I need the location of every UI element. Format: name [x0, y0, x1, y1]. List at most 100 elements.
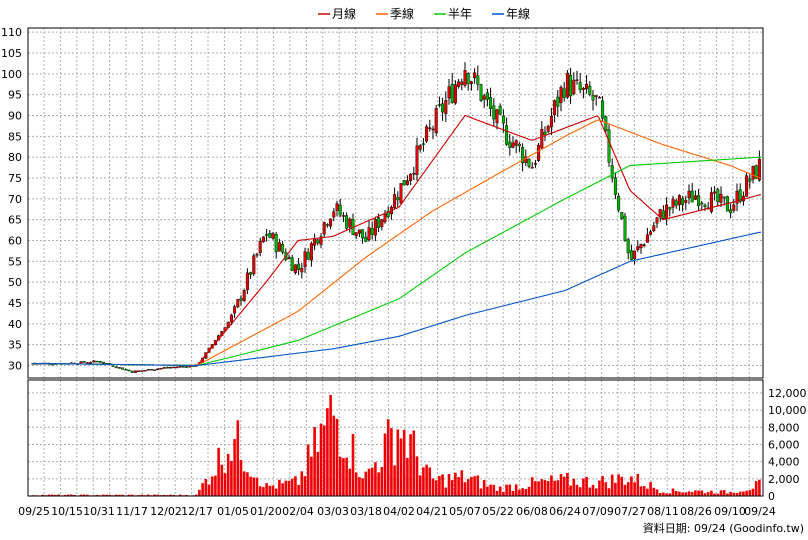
candle-body: [501, 115, 505, 124]
volume-bar: [409, 434, 412, 496]
candle-body: [620, 212, 624, 219]
volume-bar: [681, 492, 684, 496]
candle-body: [396, 197, 400, 201]
candle-body: [594, 95, 598, 97]
volume-bar: [361, 478, 364, 496]
candle-body: [633, 250, 637, 259]
volume-bar: [697, 490, 700, 496]
candle-body: [287, 257, 291, 260]
volume-bar: [294, 476, 297, 496]
volume-bar: [732, 492, 736, 496]
volume-bar: [428, 467, 432, 496]
volume-bar: [201, 483, 204, 496]
volume-panel-frame: [27, 379, 764, 497]
volume-bar: [588, 487, 592, 496]
candle-body: [492, 105, 496, 120]
candle-body: [601, 100, 605, 119]
candle-body: [140, 370, 144, 372]
candle-body: [681, 198, 685, 205]
candle-body: [735, 190, 739, 204]
price-tick-label: 40: [8, 318, 22, 331]
volume-bar: [633, 482, 636, 496]
volume-bar: [274, 488, 278, 496]
price-tick-label: 85: [8, 130, 22, 143]
candle-body: [505, 125, 509, 145]
candle-body: [121, 367, 125, 370]
volume-bar: [754, 481, 758, 496]
volume-bar: [393, 465, 396, 496]
volume-bar: [668, 493, 672, 496]
volume-bar: [534, 481, 537, 496]
candle-body: [530, 167, 534, 169]
volume-bar: [402, 429, 406, 496]
volume-bar: [313, 427, 316, 496]
volume-bar: [236, 420, 240, 496]
volume-tick-label: 12,000: [768, 387, 807, 400]
volume-bar: [540, 479, 544, 496]
candle-body: [607, 129, 611, 163]
volume-bar: [454, 472, 457, 496]
volume-tick-label: 0: [768, 490, 775, 503]
volume-bar: [729, 491, 732, 496]
volume-bar: [185, 494, 188, 496]
volume-bar: [322, 425, 326, 496]
candle-body: [153, 369, 157, 371]
candle-body: [613, 177, 617, 195]
date-tick-label: 03/18: [350, 505, 382, 518]
candle-body: [300, 267, 304, 273]
volume-bar: [479, 488, 483, 496]
date-tick-label: 11/17: [116, 505, 148, 518]
candle-body: [466, 73, 470, 84]
volume-bar: [726, 493, 729, 496]
volume-bar: [130, 494, 134, 496]
volume-bar: [230, 460, 233, 496]
candle-body: [524, 156, 528, 164]
volume-bar: [95, 494, 99, 496]
candle-body: [293, 264, 297, 273]
candle-body: [514, 140, 518, 146]
price-tick-label: 60: [8, 235, 22, 248]
candle-body: [572, 79, 576, 95]
candle-body: [713, 191, 717, 194]
candle-body: [431, 128, 435, 131]
candle-body: [444, 99, 448, 114]
volume-bar: [690, 492, 694, 496]
volume-bar: [431, 478, 435, 496]
price-tick-label: 100: [1, 68, 22, 81]
candle-body: [306, 252, 310, 260]
candle-body: [661, 210, 665, 219]
date-tick-label: 12/02: [150, 505, 182, 518]
candle-body: [261, 236, 265, 243]
volume-bar: [486, 486, 489, 496]
candle-body: [332, 211, 336, 218]
volume-bar: [335, 418, 339, 496]
volume-bar: [601, 476, 604, 496]
candle-body: [479, 84, 483, 101]
volume-bar: [422, 467, 425, 496]
volume-bar: [658, 492, 662, 496]
volume-bar: [242, 471, 246, 496]
volume-bars: [31, 395, 761, 496]
volume-bar: [460, 470, 464, 496]
candle-body: [508, 141, 512, 148]
ma-line-年線: [33, 231, 762, 367]
volume-bar: [156, 494, 160, 496]
candle-body: [95, 360, 99, 363]
candle-body: [393, 194, 397, 209]
grid: [28, 28, 763, 497]
candle-body: [421, 143, 425, 145]
candle-body: [341, 215, 345, 217]
volume-bar: [82, 494, 86, 496]
candle-body: [409, 173, 413, 182]
volume-bar: [380, 467, 384, 496]
candle-body: [89, 362, 93, 364]
volume-bar: [162, 494, 166, 496]
candle-body: [245, 272, 249, 291]
candle-body: [181, 366, 185, 368]
volume-bar: [710, 490, 713, 496]
price-tick-label: 70: [8, 193, 22, 206]
candle-body: [242, 290, 246, 302]
volume-bar: [434, 480, 438, 496]
candle-body: [626, 239, 630, 254]
